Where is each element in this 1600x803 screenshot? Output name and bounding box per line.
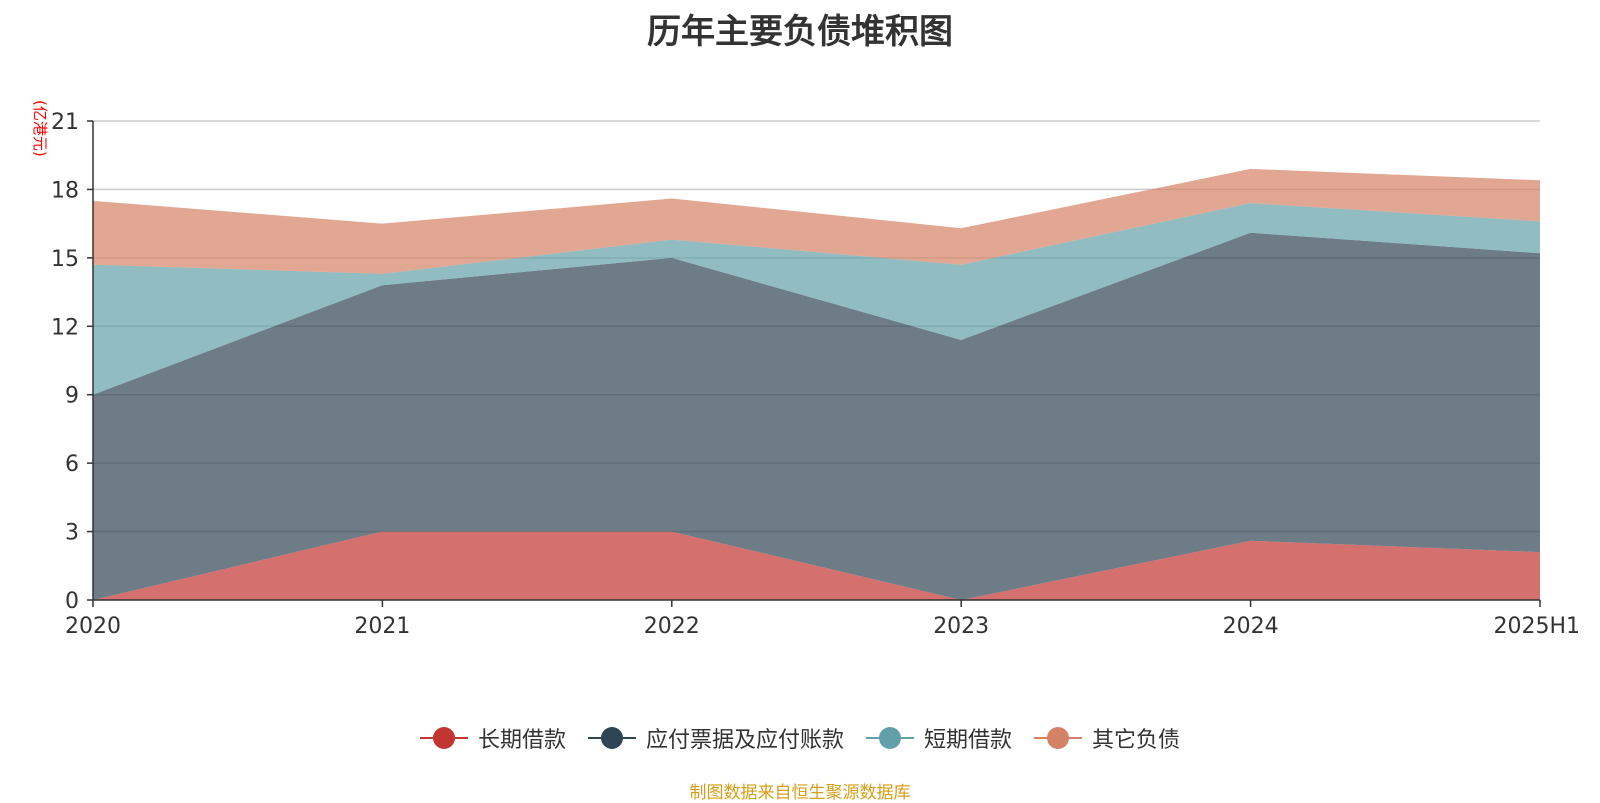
legend-label: 长期借款 [477,728,566,753]
legend-item[interactable]: 短期借款 [866,722,1012,754]
y-tick-label: 15 [51,247,79,272]
stacked-area-chart: 0 3 6 9 12 15 18 21 2020 2021 2022 2023 2024 2025H1 [51,110,1580,639]
y-tick-label: 9 [65,384,79,409]
y-tick-label: 12 [51,315,79,340]
x-tick-label: 2022 [644,614,700,639]
legend-label: 其它负债 [1092,728,1181,753]
y-tick-label: 0 [65,589,79,614]
area-series-2 [93,232,1540,600]
axes: 0 3 6 9 12 15 18 21 2020 2021 2022 2023 2024 2025H1 [51,110,1580,639]
y-tick-label: 21 [51,110,79,135]
legend: 长期借款 应付票据及应付账款 短期借款 其它负债 [0,718,1600,758]
legend-item[interactable]: 长期借款 [419,722,566,754]
legend-marker-icon [866,727,914,749]
area-series-4 [93,168,1540,274]
legend-marker-icon [1034,727,1083,749]
legend-label: 短期借款 [924,728,1013,753]
chart-title: 历年主要负债堆积图 [647,12,953,52]
x-tick-label: 2023 [933,614,989,639]
x-tick-label: 2025H1 [1493,614,1580,639]
legend-label: 应付票据及应付账款 [645,728,844,753]
area-series-3 [93,203,1540,395]
source-note: 制图数据来自恒生聚源数据库 [689,783,911,803]
y-axis-unit-text: (亿港元) [31,100,49,157]
legend-item[interactable]: 应付票据及应付账款 [587,722,844,754]
area-series-group [93,168,1540,600]
x-tick-label: 2024 [1223,614,1279,639]
y-tick-label: 6 [65,452,79,477]
legend-marker-icon [419,727,468,749]
x-tick-label: 2021 [354,614,410,639]
x-tick-label: 2020 [65,614,121,639]
y-axis-unit-label: (亿港元) [31,100,49,157]
y-tick-label: 3 [65,521,79,546]
legend-marker-icon [587,727,636,749]
legend-item[interactable]: 其它负债 [1034,722,1180,754]
y-tick-label: 18 [51,178,79,203]
